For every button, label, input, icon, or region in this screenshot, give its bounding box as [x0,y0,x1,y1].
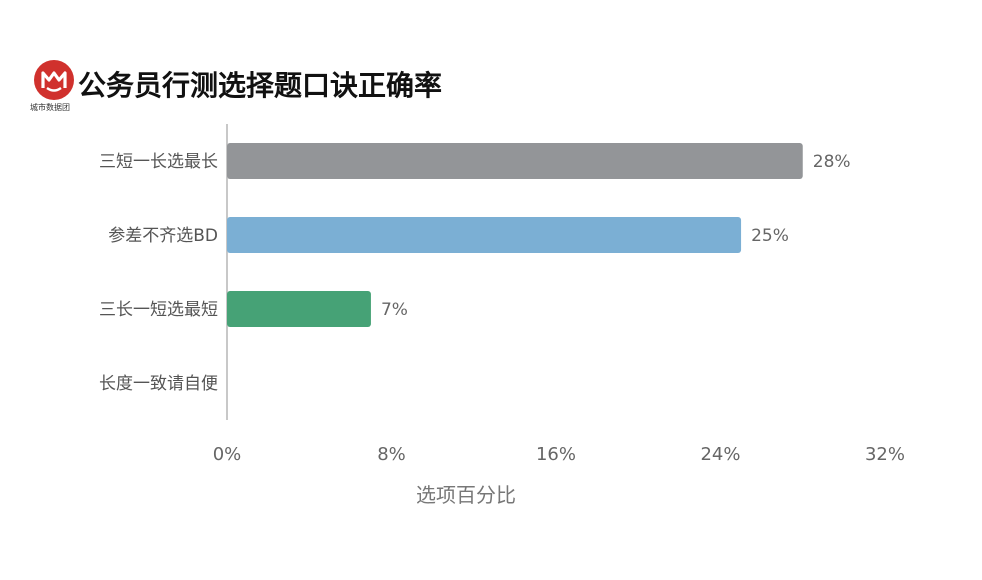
category-label: 长度一致请自便 [99,374,218,394]
x-tick-label: 0% [213,444,242,465]
x-tick-label: 16% [536,444,576,465]
bar [227,291,371,327]
data-label: 25% [751,226,789,246]
data-label: 7% [381,300,408,320]
x-tick-label: 32% [865,444,905,465]
category-label: 三长一短选最短 [99,300,218,320]
data-label: 28% [813,152,851,172]
bar [227,217,742,253]
x-tick-label: 24% [700,444,740,465]
logo-caption: 城市数据团 [30,103,70,112]
logo-mark-icon [34,60,74,100]
category-label: 三短一长选最长 [99,152,218,172]
chart-title: 公务员行测选择题口诀正确率 [78,69,443,102]
x-tick-label: 8% [377,444,406,465]
category-label: 参差不齐选BD [108,226,218,246]
x-axis-title: 选项百分比 [416,483,516,507]
bar [227,143,803,179]
